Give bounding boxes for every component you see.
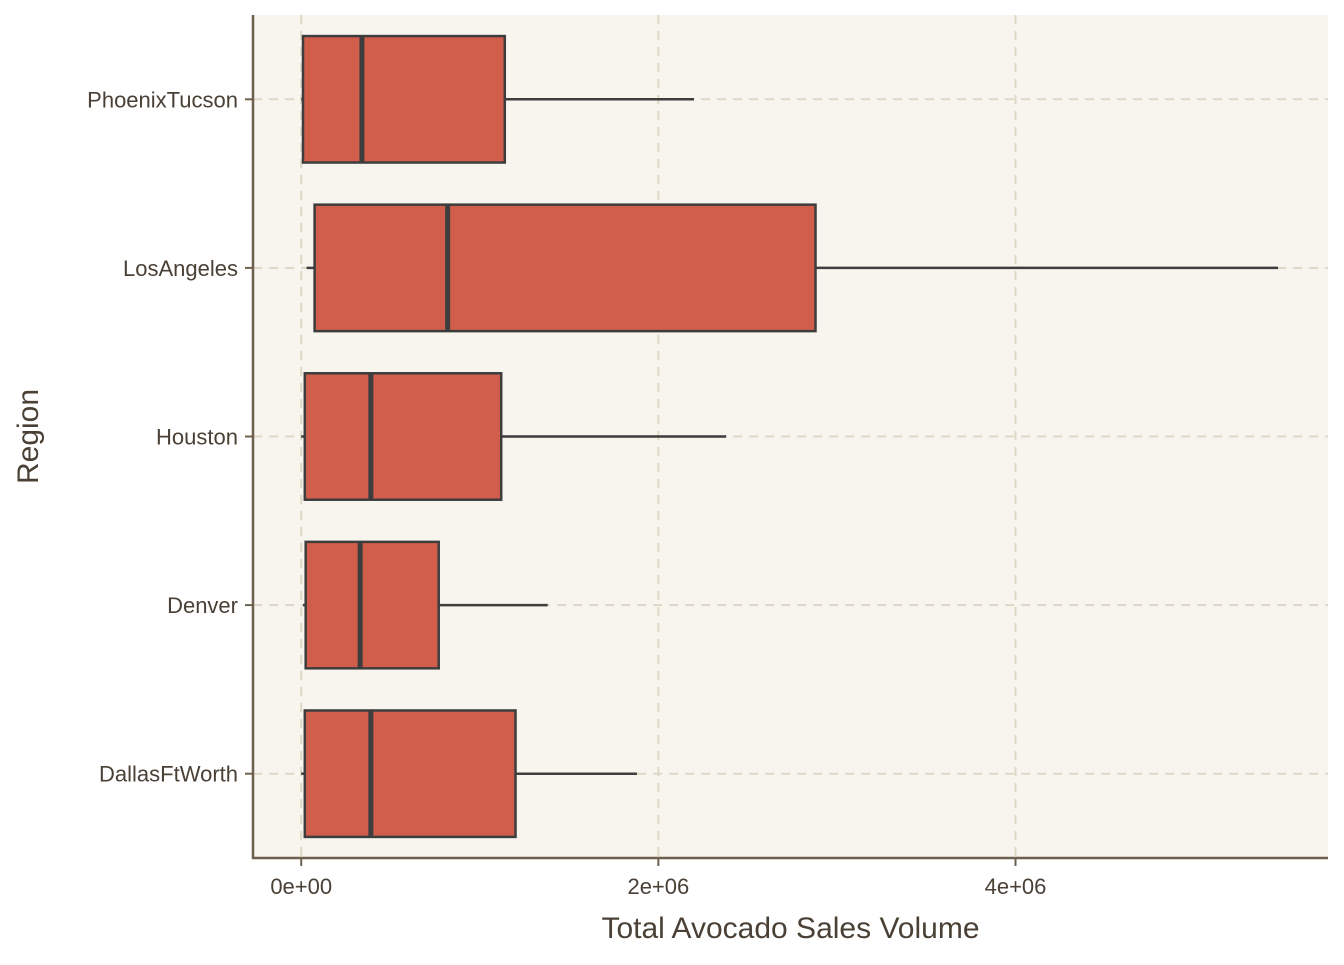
y-tick-label: LosAngeles xyxy=(123,256,238,281)
y-tick-label: Houston xyxy=(156,425,238,450)
y-tick-label: DallasFtWorth xyxy=(99,762,238,787)
x-tick-label: 0e+00 xyxy=(270,874,332,899)
iqr-box-Denver xyxy=(304,540,440,670)
iqr-box-DallasFtWorth xyxy=(303,709,517,839)
axes: 0e+00 2e+06 4e+06 PhoenixTucson LosAngeles Ho… xyxy=(87,15,1328,899)
y-tick-label: Denver xyxy=(167,593,238,618)
x-tick-label: 2e+06 xyxy=(627,874,689,899)
box-Denver xyxy=(303,540,548,670)
iqr-box-PhoenixTucson xyxy=(301,34,507,164)
x-axis-title: Total Avocado Sales Volume xyxy=(601,912,979,945)
x-tick-label: 4e+06 xyxy=(985,874,1047,899)
box-DallasFtWorth xyxy=(301,709,637,839)
box-LosAngeles xyxy=(306,203,1278,333)
y-axis-title: Region xyxy=(12,389,45,484)
iqr-box-Houston xyxy=(303,372,503,501)
iqr-box-LosAngeles xyxy=(313,203,817,333)
box-PhoenixTucson xyxy=(301,34,695,164)
box-Houston xyxy=(301,372,727,501)
boxes xyxy=(301,34,1278,839)
y-tick-label: PhoenixTucson xyxy=(87,87,238,112)
